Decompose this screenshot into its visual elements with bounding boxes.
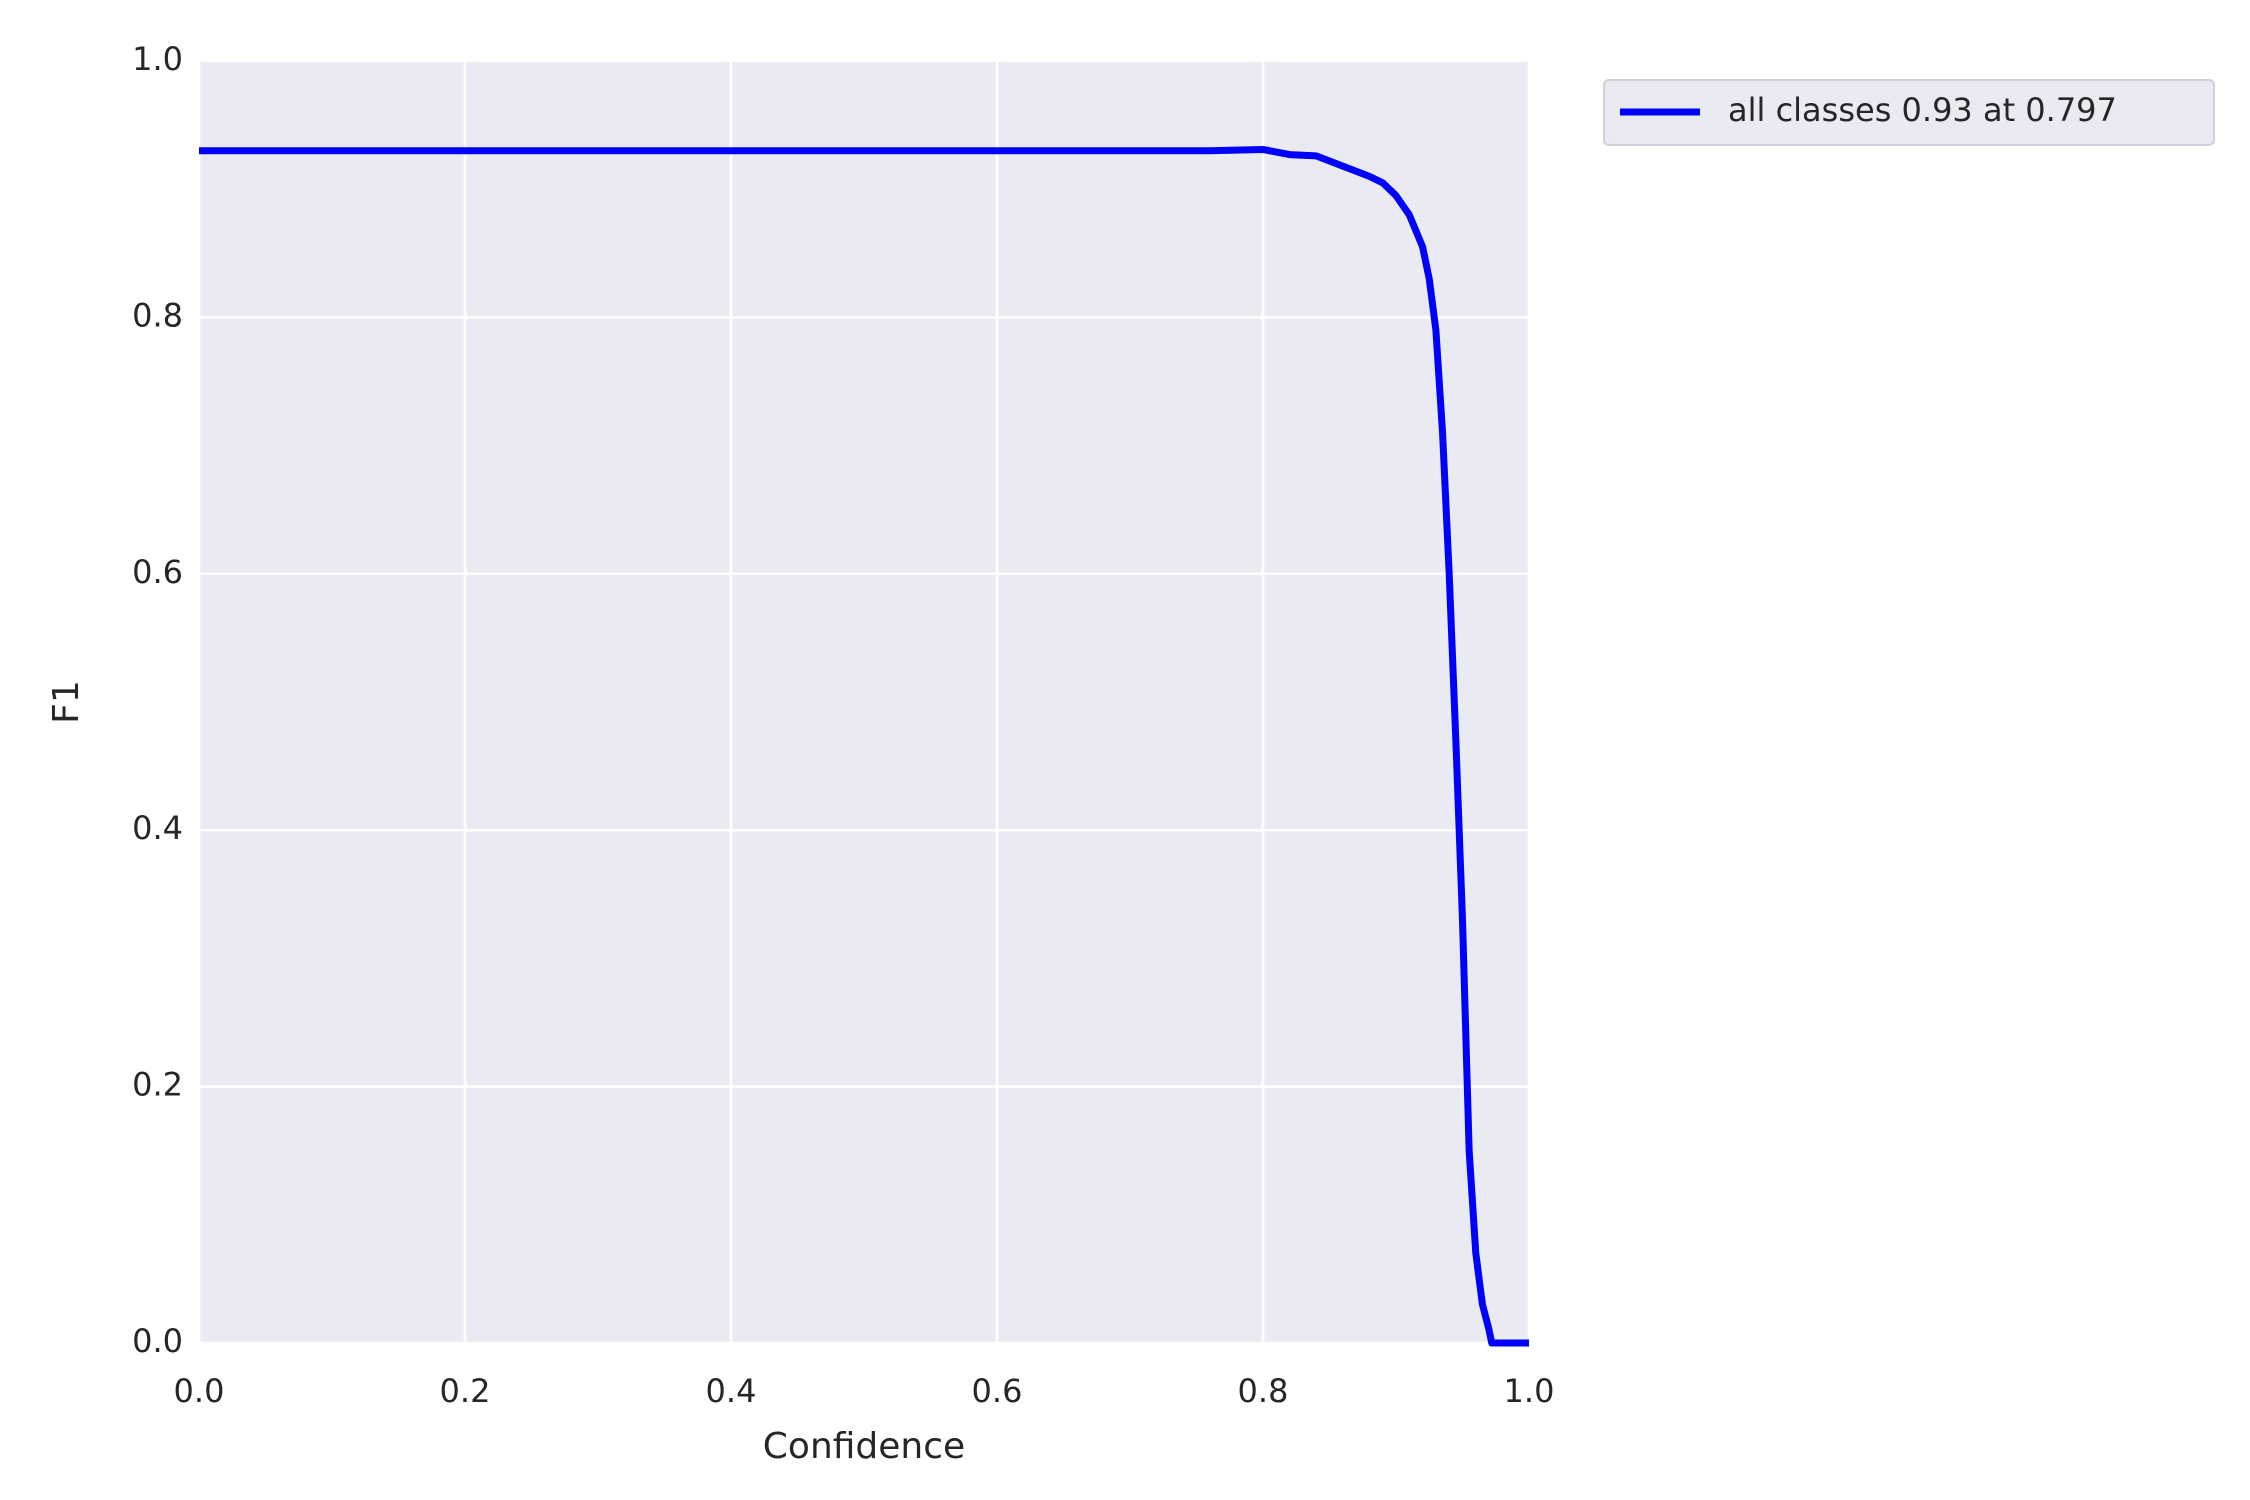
x-tick-label: 0.6 xyxy=(972,1372,1023,1410)
x-tick-label: 0.0 xyxy=(174,1372,225,1410)
x-tick-label: 0.2 xyxy=(440,1372,491,1410)
y-tick-label: 0.8 xyxy=(132,296,183,334)
x-tick-label: 1.0 xyxy=(1504,1372,1555,1410)
line-series xyxy=(199,145,1529,1347)
x-axis-label: Confidence xyxy=(763,1426,965,1467)
y-tick-label: 0.6 xyxy=(132,553,183,591)
y-axis-label: F1 xyxy=(46,680,87,724)
x-tick-label: 0.8 xyxy=(1238,1372,1289,1410)
y-tick-label: 0.0 xyxy=(132,1322,183,1360)
x-tick-label: 0.4 xyxy=(706,1372,757,1410)
y-tick-label: 0.4 xyxy=(132,809,183,847)
legend-box xyxy=(1603,79,2215,146)
plot-area xyxy=(199,61,1529,1343)
legend: all classes 0.93 at 0.797 xyxy=(1603,79,2215,146)
y-tick-label: 1.0 xyxy=(132,40,183,78)
y-tick-label: 0.2 xyxy=(132,1066,183,1104)
legend-label: all classes 0.93 at 0.797 xyxy=(1728,91,2117,129)
